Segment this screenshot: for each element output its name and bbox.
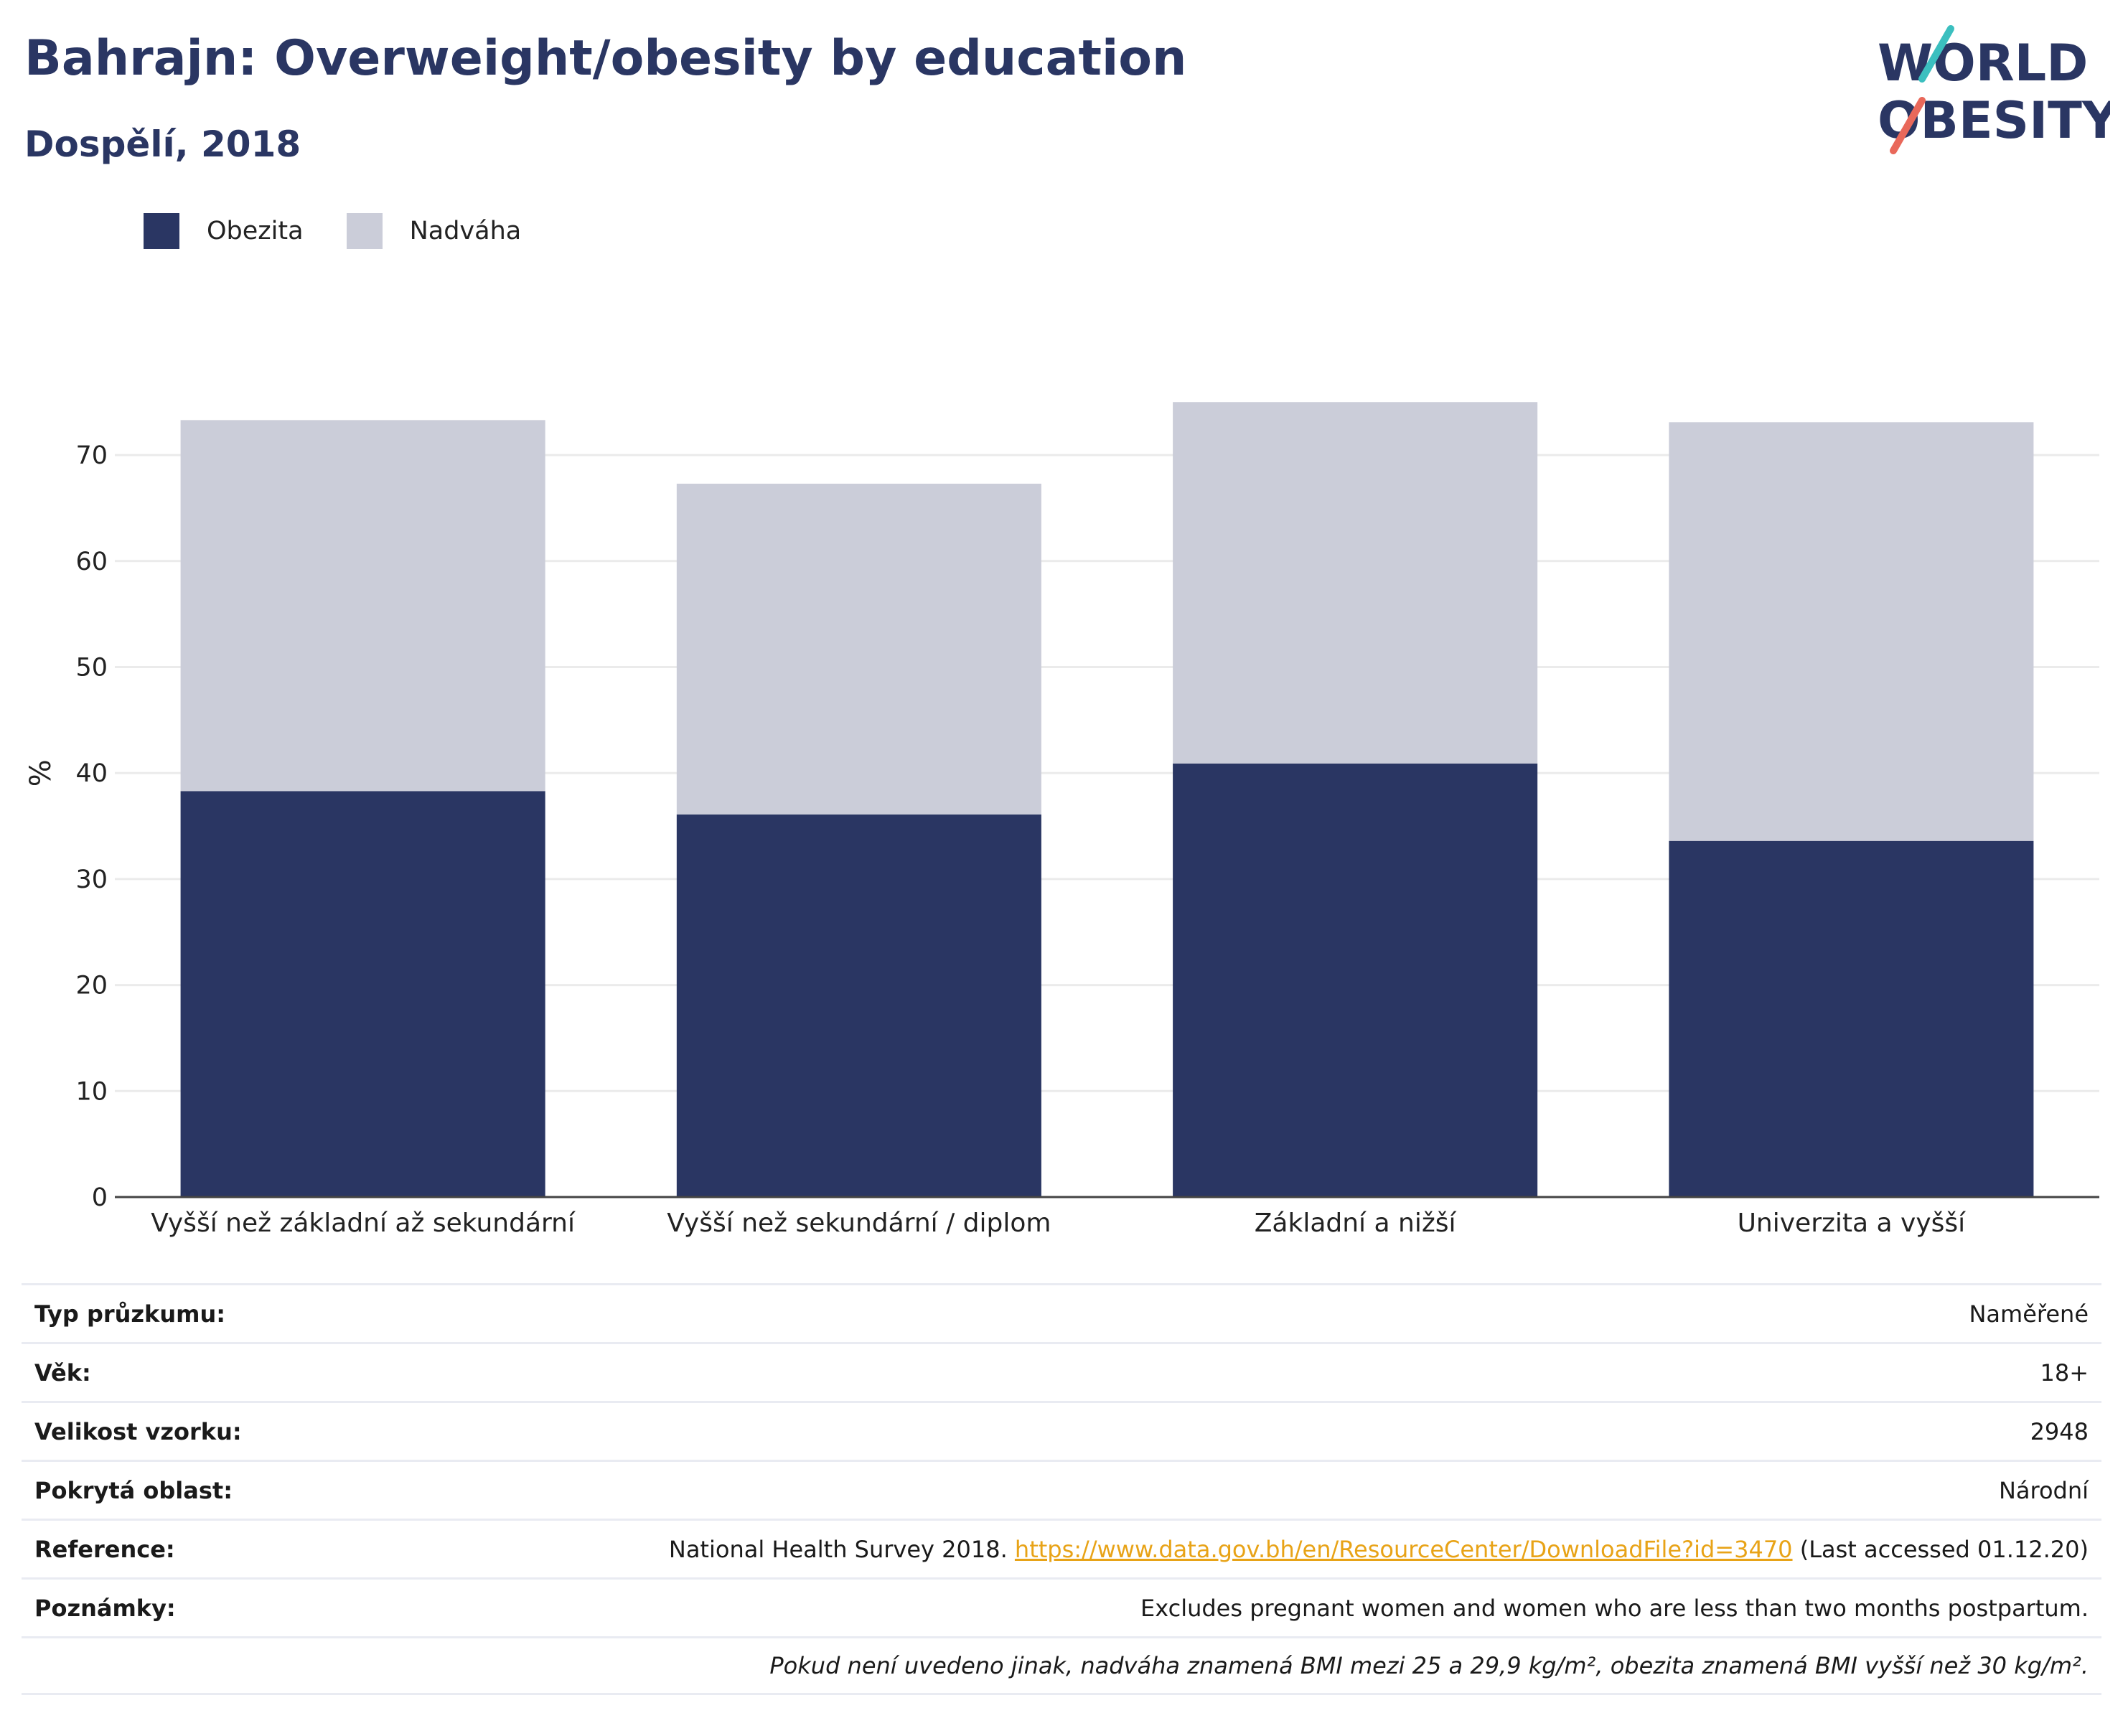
footnote-text: Pokud není uvedeno jinak, nadváha znamen… [769,1652,2089,1679]
y-tick-label: 70 [75,441,108,470]
y-tick-label: 10 [75,1077,108,1106]
meta-key: Reference: [34,1535,175,1563]
meta-row-sample-size: Velikost vzorku: 2948 [22,1401,2101,1460]
bar-chart: 0 10 20 30 40 50 60 70% Vyšší než základní až se… [24,402,2099,1238]
meta-value: National Health Survey 2018. https://www… [669,1536,2089,1563]
bar-obesity [676,814,1041,1197]
legend-swatch-overweight [346,213,383,249]
meta-footnote: Pokud není uvedeno jinak, nadváha znamen… [22,1636,2101,1695]
bar-overweight [676,483,1041,815]
logo-slash-bottom [1890,97,1926,154]
meta-value: Národní [1998,1476,2089,1504]
meta-value: Excludes pregnant women and women who ar… [1140,1594,2089,1622]
meta-key: Velikost vzorku: [34,1417,242,1445]
x-tick-label: Vyšší než základní až sekundární [151,1209,576,1238]
meta-key: Pokrytá oblast: [34,1476,233,1504]
y-tick-label: 50 [75,654,108,682]
logo-line1: WORLD [1878,34,2088,93]
bar-overweight [180,420,545,792]
legend-label-obesity: Obezita [207,217,304,245]
y-tick-label: 30 [75,865,108,894]
meta-value: Naměřené [1969,1300,2089,1328]
y-tick-label: 40 [75,759,108,788]
bar-overweight [1173,402,1538,764]
meta-row-area: Pokrytá oblast: Národní [22,1460,2101,1519]
meta-row-survey-type: Typ průzkumu: Naměřené [22,1283,2101,1342]
bar-obesity [1173,763,1538,1197]
world-obesity-logo: WORLD OBESITY [1878,25,2110,154]
x-tick-label: Vyšší než sekundární / diplom [667,1209,1051,1238]
x-tick-label: Základní a nižší [1255,1209,1457,1238]
meta-row-age: Věk: 18+ [22,1342,2101,1401]
legend-item-overweight[interactable]: Nadváha [346,213,522,249]
logo-line2: OBESITY [1878,91,2110,150]
legend-label-overweight: Nadváha [409,217,522,245]
y-tick-label: 0 [92,1183,108,1212]
x-tick-label: Univerzita a vyšší [1738,1209,1967,1238]
bar-obesity [180,791,545,1197]
chart-subtitle: Dospělí, 2018 [24,123,301,165]
metadata-table: Typ průzkumu: Naměřené Věk: 18+ Velikost… [22,1283,2101,1695]
meta-key: Věk: [34,1359,91,1387]
legend-item-obesity[interactable]: Obezita [144,213,304,249]
meta-value: 2948 [2030,1417,2089,1445]
logo-slash-top [1918,25,1954,83]
meta-row-reference: Reference: National Health Survey 2018. … [22,1519,2101,1577]
meta-value: 18+ [2040,1359,2089,1387]
meta-key: Poznámky: [34,1594,176,1622]
bar-overweight [1669,422,2034,841]
bar-obesity [1669,840,2034,1197]
reference-prefix: National Health Survey 2018. [668,1535,1015,1563]
chart-title: Bahrajn: Overweight/obesity by education [24,30,1187,87]
chart-legend: Obezita Nadváha [144,212,564,250]
y-tick-label: 60 [75,548,108,576]
legend-swatch-obesity [144,213,179,249]
reference-link[interactable]: https://www.data.gov.bh/en/ResourceCente… [1014,1535,1793,1563]
y-tick-label: 20 [75,972,108,1000]
meta-row-notes: Poznámky: Excludes pregnant women and wo… [22,1577,2101,1636]
meta-key: Typ průzkumu: [34,1300,226,1328]
y-axis-label: % [24,759,57,787]
reference-suffix: (Last accessed 01.12.20) [1792,1535,2089,1563]
